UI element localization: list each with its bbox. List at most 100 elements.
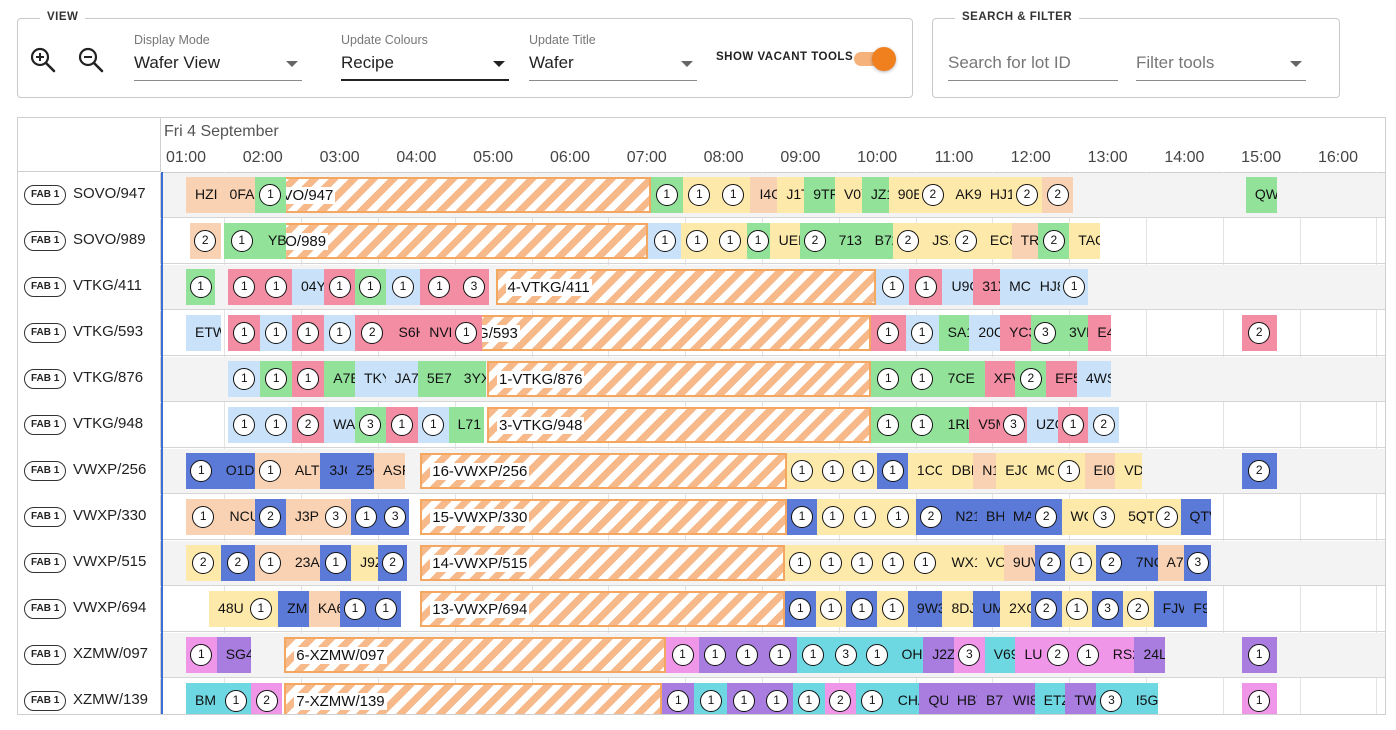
- wafer-block[interactable]: 1: [871, 407, 906, 443]
- wafer-block[interactable]: VDC: [1115, 453, 1143, 489]
- lot-processing-block[interactable]: 14-VWXP/515: [420, 545, 786, 581]
- wafer-block[interactable]: 1: [450, 315, 482, 351]
- wafer-block[interactable]: QTV: [1180, 499, 1212, 535]
- wafer-block[interactable]: 1: [763, 637, 797, 673]
- wafer-block[interactable]: 1: [648, 223, 682, 259]
- wafer-block[interactable]: 9W3: [907, 591, 943, 627]
- wafer-block[interactable]: 1: [186, 499, 221, 535]
- lot-processing-block[interactable]: 3-VTKG/948: [487, 407, 872, 443]
- wafer-block[interactable]: 3: [381, 499, 409, 535]
- wafer-block[interactable]: 3: [1030, 315, 1060, 351]
- wafer-block[interactable]: 90E: [888, 177, 920, 213]
- wafer-block[interactable]: 1: [224, 223, 259, 259]
- wafer-block[interactable]: A7E: [324, 361, 355, 397]
- wafer-block[interactable]: V0Y: [834, 177, 862, 213]
- wafer-block[interactable]: N1F: [973, 453, 997, 489]
- wafer-block[interactable]: 2: [378, 545, 408, 581]
- wafer-block[interactable]: Z5C: [347, 453, 375, 489]
- wafer-block[interactable]: 2: [1042, 637, 1074, 673]
- wafer-block[interactable]: 1: [255, 545, 286, 581]
- wafer-block[interactable]: 5QT: [1119, 499, 1154, 535]
- wafer-block[interactable]: 1: [666, 637, 700, 673]
- wafer-block[interactable]: 1: [260, 315, 292, 351]
- lot-processing-block[interactable]: 13-VWXP/694: [420, 591, 786, 627]
- wafer-block[interactable]: 2: [255, 499, 286, 535]
- wafer-block[interactable]: J3P: [285, 499, 321, 535]
- wafer-block[interactable]: 1: [1242, 637, 1277, 673]
- wafer-block[interactable]: ETW: [186, 315, 221, 351]
- wafer-block[interactable]: EF5: [1046, 361, 1077, 397]
- wafer-block[interactable]: 1: [877, 545, 908, 581]
- lot-processing-block[interactable]: 1-VTKG/876: [487, 361, 872, 397]
- wafer-block[interactable]: I4C: [750, 177, 778, 213]
- wafer-block[interactable]: 1: [324, 315, 355, 351]
- wafer-block[interactable]: 2: [1096, 545, 1127, 581]
- wafer-block[interactable]: JZ1: [861, 177, 889, 213]
- wafer-block[interactable]: 1: [220, 683, 252, 714]
- wafer-block[interactable]: 1: [905, 407, 939, 443]
- filter-tools-select[interactable]: Filter tools: [1136, 33, 1306, 81]
- wafer-block[interactable]: 2: [1242, 315, 1277, 351]
- wafer-block[interactable]: 1: [848, 453, 878, 489]
- wafer-block[interactable]: UZG: [1026, 407, 1058, 443]
- wafer-block[interactable]: NVF: [420, 315, 451, 351]
- wafer-block[interactable]: CHA: [888, 683, 920, 714]
- wafer-block[interactable]: 23A: [285, 545, 321, 581]
- wafer-block[interactable]: O1D: [216, 453, 256, 489]
- wafer-block[interactable]: 1: [255, 177, 286, 213]
- lot-processing-block[interactable]: 7-XZMW/139: [284, 683, 663, 714]
- wafer-block[interactable]: 3VH: [1059, 315, 1089, 351]
- wafer-block[interactable]: 2: [1122, 591, 1154, 627]
- wafer-block[interactable]: 1: [846, 545, 878, 581]
- wafer-block[interactable]: 1: [420, 269, 459, 305]
- wafer-block[interactable]: 1: [715, 177, 751, 213]
- wafer-block[interactable]: 2: [1030, 591, 1062, 627]
- wafer-block[interactable]: HJ8: [1030, 269, 1060, 305]
- wafer-block[interactable]: RS2: [1103, 637, 1135, 673]
- wafer-block[interactable]: 2: [1042, 177, 1074, 213]
- wafer-block[interactable]: LUS: [1015, 637, 1043, 673]
- wafer-block[interactable]: 2: [1034, 545, 1066, 581]
- wafer-block[interactable]: 3: [1096, 683, 1127, 714]
- wafer-block[interactable]: VOC: [977, 545, 1004, 581]
- wafer-block[interactable]: 5E7: [417, 361, 455, 397]
- wafer-block[interactable]: 1: [1061, 591, 1093, 627]
- wafer-block[interactable]: ZM: [278, 591, 309, 627]
- wafer-block[interactable]: MO: [1026, 453, 1054, 489]
- wafer-block[interactable]: WQ: [1061, 499, 1089, 535]
- wafer-block[interactable]: 1: [385, 269, 421, 305]
- wafer-block[interactable]: L71: [448, 407, 484, 443]
- wafer-block[interactable]: 1: [324, 269, 355, 305]
- wafer-block[interactable]: 9TF: [804, 177, 835, 213]
- zoom-in-icon[interactable]: [28, 45, 58, 75]
- wafer-block[interactable]: 1: [713, 223, 747, 259]
- wafer-block[interactable]: AK9: [946, 177, 981, 213]
- wafer-block[interactable]: 2: [1242, 453, 1277, 489]
- wafer-block[interactable]: JSX: [923, 223, 951, 259]
- lot-search-input[interactable]: Search for lot ID: [948, 33, 1118, 81]
- wafer-block[interactable]: 1: [694, 683, 728, 714]
- wafer-block[interactable]: 2: [1011, 177, 1043, 213]
- wafer-block[interactable]: N21: [946, 499, 978, 535]
- update-colours-select[interactable]: Update Colours Recipe: [341, 33, 509, 81]
- wafer-block[interactable]: 1: [877, 453, 908, 489]
- wafer-block[interactable]: 2: [915, 499, 947, 535]
- wafer-block[interactable]: 1: [354, 269, 386, 305]
- wafer-block[interactable]: 1: [291, 315, 325, 351]
- wafer-block[interactable]: 1: [228, 269, 261, 305]
- wafer-block[interactable]: S6H: [389, 315, 421, 351]
- wafer-block[interactable]: 48U: [209, 591, 244, 627]
- wafer-block[interactable]: U9C: [942, 269, 974, 305]
- wafer-block[interactable]: FJW: [1153, 591, 1185, 627]
- wafer-block[interactable]: 1: [760, 683, 793, 714]
- wafer-block[interactable]: WAS: [324, 407, 355, 443]
- wafer-block[interactable]: UEN: [769, 223, 801, 259]
- wafer-block[interactable]: 2: [824, 683, 856, 714]
- wafer-block[interactable]: 3: [1000, 407, 1027, 443]
- lot-processing-block[interactable]: 9-SOVO/989: [228, 223, 649, 259]
- wafer-block[interactable]: 3YX: [454, 361, 486, 397]
- wafer-block[interactable]: 1: [699, 637, 732, 673]
- wafer-block[interactable]: NCU: [220, 499, 256, 535]
- wafer-block[interactable]: XFV: [984, 361, 1016, 397]
- wafer-block[interactable]: 1: [260, 269, 292, 305]
